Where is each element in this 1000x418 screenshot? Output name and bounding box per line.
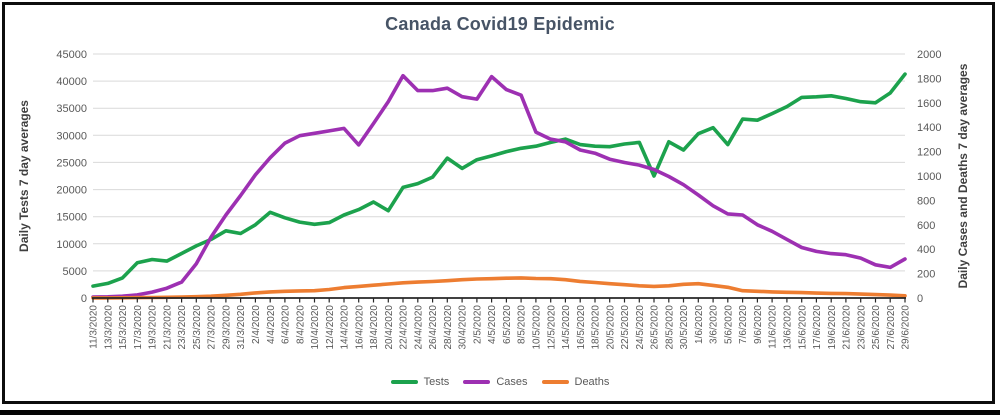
x-tick-label: 16/5/2020: [576, 305, 587, 350]
x-tick-label: 8/5/2020: [517, 305, 528, 344]
x-tick-label: 15/6/2020: [797, 305, 808, 350]
y-tick-label-right: 1600: [917, 98, 941, 110]
x-tick-label: 10/5/2020: [532, 305, 543, 350]
series-lines: [91, 72, 907, 300]
y-tick-label-left: 45000: [56, 49, 87, 61]
x-tick-label: 19/6/2020: [827, 305, 838, 350]
x-tick-label: 10/4/2020: [310, 305, 321, 350]
legend: Tests Cases Deaths: [0, 373, 1000, 391]
x-tick-label: 23/3/2020: [177, 305, 188, 350]
y-tick-label-right: 0: [917, 293, 923, 305]
x-tick-label: 16/4/2020: [354, 305, 365, 350]
x-tick-label: 7/6/2020: [738, 305, 749, 344]
x-tick-label: 26/5/2020: [650, 305, 661, 350]
y-tick-label-right: 200: [917, 269, 935, 281]
x-tick-label: 6/5/2020: [502, 305, 513, 344]
y-tick-label-left: 20000: [56, 185, 87, 197]
y-tick-label-left: 30000: [56, 130, 87, 142]
y-tick-label-left: 15000: [56, 212, 87, 224]
chart-title: Canada Covid19 Epidemic: [385, 14, 615, 34]
y-tick-label-right: 600: [917, 220, 935, 232]
legend-item-tests: Tests: [390, 376, 450, 388]
y-axis-labels-right: 0 200 400 600 800 1000 1200 1400 1600 1800 2000: [917, 49, 941, 305]
x-tick-label: 18/5/2020: [591, 305, 602, 350]
y-tick-label-left: 10000: [56, 239, 87, 251]
x-tick-label: 27/6/2020: [886, 305, 897, 350]
x-tick-label: 1/6/2020: [694, 305, 705, 344]
y-tick-label-right: 1400: [917, 122, 941, 134]
legend-label-deaths: Deaths: [574, 376, 610, 388]
x-tick-label: 3/6/2020: [709, 305, 720, 344]
x-tick-label: 31/3/2020: [236, 305, 247, 350]
legend-item-cases: Cases: [463, 376, 528, 388]
y-tick-label-right: 1200: [917, 147, 941, 159]
series-line-cases: [91, 73, 907, 299]
x-tick-label: 28/5/2020: [664, 305, 675, 350]
x-tick-label: 20/5/2020: [605, 305, 616, 350]
x-tick-label: 12/4/2020: [325, 305, 336, 350]
x-tick-label: 30/4/2020: [458, 305, 469, 350]
legend-swatch-tests: [390, 380, 418, 384]
x-tick-label: 4/4/2020: [266, 305, 277, 344]
y-axis-labels-left: 0 5000 10000 15000 20000 25000 30000 35000 40000…: [56, 49, 87, 305]
x-tick-label: 11/3/2020: [89, 305, 100, 349]
legend-item-deaths: Deaths: [541, 376, 610, 388]
x-tick-label: 14/5/2020: [561, 305, 572, 350]
x-axis-labels: 11/3/2020 13/3/2020 15/3/2020 17/3/2020 19/3…: [89, 305, 912, 350]
y-tick-label-right: 1800: [917, 73, 941, 85]
x-tick-label: 26/4/2020: [428, 305, 439, 350]
x-tick-label: 20/4/2020: [384, 305, 395, 350]
bottom-rule: [0, 410, 1000, 415]
legend-swatch-deaths: [541, 380, 569, 384]
x-tick-label: 4/5/2020: [487, 305, 498, 344]
x-tick-label: 24/4/2020: [413, 305, 424, 350]
x-tick-label: 24/5/2020: [635, 305, 646, 350]
y-tick-label-left: 5000: [63, 266, 87, 278]
x-axis-line: [92, 297, 906, 303]
x-tick-label: 27/3/2020: [207, 305, 218, 350]
x-tick-label: 15/3/2020: [118, 305, 129, 350]
x-tick-label: 25/3/2020: [192, 305, 203, 350]
x-tick-label: 21/6/2020: [842, 305, 853, 350]
legend-swatch-cases: [463, 380, 491, 384]
y-tick-label-left: 40000: [56, 76, 87, 88]
x-tick-label: 22/4/2020: [399, 305, 410, 350]
chart-frame: [2, 2, 995, 404]
x-tick-label: 6/4/2020: [281, 305, 292, 344]
x-tick-label: 13/3/2020: [103, 305, 114, 350]
x-tick-label: 13/6/2020: [783, 305, 794, 350]
y-tick-label-left: 0: [81, 293, 87, 305]
y-tick-label-left: 35000: [56, 103, 87, 115]
x-tick-label: 8/4/2020: [295, 305, 306, 344]
x-tick-label: 30/5/2020: [679, 305, 690, 350]
x-tick-label: 5/6/2020: [723, 305, 734, 344]
x-tick-label: 23/6/2020: [856, 305, 867, 350]
x-tick-label: 17/3/2020: [133, 305, 144, 350]
y-tick-label-left: 25000: [56, 157, 87, 169]
x-tick-label: 19/3/2020: [148, 305, 159, 350]
legend-label-cases: Cases: [496, 376, 528, 388]
x-tick-label: 18/4/2020: [369, 305, 380, 350]
y-tick-label-right: 2000: [917, 49, 941, 61]
series-line-deaths: [91, 276, 907, 300]
x-tick-label: 28/4/2020: [443, 305, 454, 350]
y-tick-label-right: 400: [917, 244, 935, 256]
x-tick-label: 25/6/2020: [871, 305, 882, 350]
x-tick-label: 17/6/2020: [812, 305, 823, 350]
x-tick-label: 9/6/2020: [753, 305, 764, 344]
x-tick-label: 21/3/2020: [162, 305, 173, 350]
x-tick-label: 2/4/2020: [251, 305, 262, 344]
series-line-tests: [91, 72, 907, 288]
x-tick-label: 11/6/2020: [768, 305, 779, 349]
x-tick-label: 12/5/2020: [546, 305, 557, 350]
x-tick-label: 2/5/2020: [473, 305, 484, 344]
x-tick-label: 22/5/2020: [620, 305, 631, 350]
y-tick-label-right: 1000: [917, 171, 941, 183]
x-tick-label: 29/6/2020: [901, 305, 912, 350]
x-tick-label: 14/4/2020: [340, 305, 351, 350]
legend-label-tests: Tests: [423, 376, 450, 388]
x-tick-label: 29/3/2020: [222, 305, 233, 350]
y-tick-label-right: 800: [917, 195, 935, 207]
